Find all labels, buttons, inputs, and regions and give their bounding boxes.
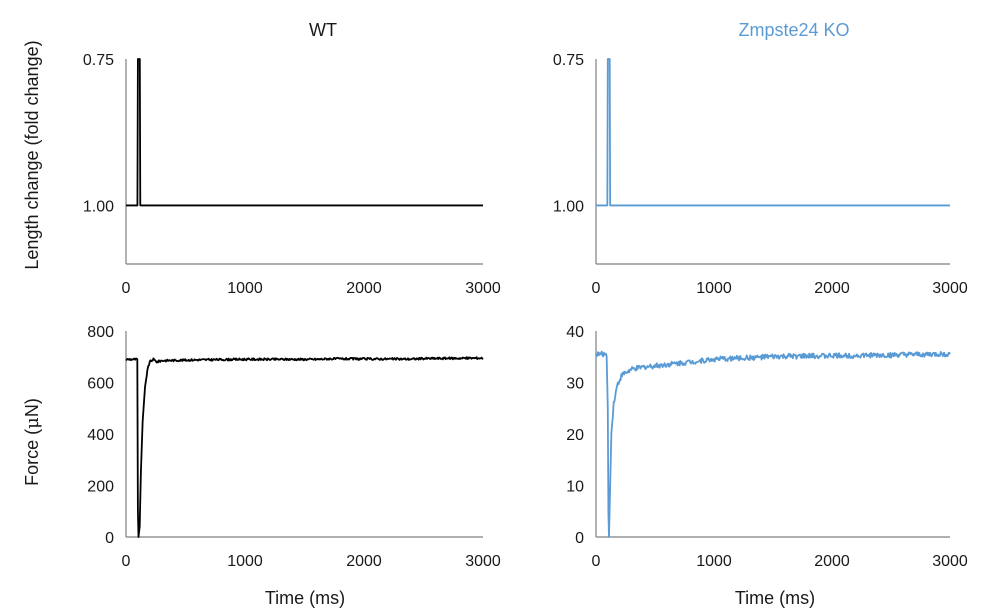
x-tick-label: 0 [592,280,601,297]
x-tick-label: 0 [592,553,601,570]
x-tick-label: 2000 [814,280,850,297]
y-tick-label: 30 [566,376,584,393]
y-tick-label: 0 [575,530,584,547]
x-tick-label: 1000 [227,280,263,297]
panel-wt-length: 0 1000 2000 3000 0.75 1.00 [83,52,501,297]
y-tick-label: 400 [87,427,114,444]
x-tick-label: 2000 [346,553,382,570]
x-tick-label: 1000 [227,553,263,570]
series-line-ko-length [596,58,950,207]
panel-wt-force: 0 1000 2000 3000 0 200 400 600 800 [87,324,501,570]
xlabel-time-left: Time (ms) [265,588,345,608]
x-tick-label: 0 [122,280,131,297]
ylabel-force: Force (μN) [22,398,43,486]
x-tick-label: 1000 [696,553,732,570]
ylabel-length-change: Length change (fold change) [22,40,42,269]
x-tick-label: 2000 [346,280,382,297]
title-zmpste24-ko: Zmpste24 KO [738,20,849,40]
title-wt: WT [309,20,337,40]
y-tick-label: 10 [566,479,584,496]
y-tick-label: 0 [105,530,114,547]
y-tick-label: 0.75 [83,52,114,69]
y-tick-label: 1.00 [553,198,584,215]
x-tick-label: 3000 [932,553,968,570]
xlabel-time-right: Time (ms) [735,588,815,608]
mu-symbol: μ [22,417,43,429]
series-line-wt-force [125,356,484,538]
x-tick-label: 3000 [465,280,501,297]
y-tick-label: 800 [87,324,114,341]
x-tick-label: 3000 [465,553,501,570]
series-line-wt-length [126,58,483,207]
y-tick-label: 200 [87,479,114,496]
x-tick-label: 0 [122,553,131,570]
x-tick-label: 1000 [696,280,732,297]
panel-ko-length: 0 1000 2000 3000 0.75 1.00 [553,52,968,297]
y-tick-label: 600 [87,376,114,393]
y-tick-label: 0.75 [553,52,584,69]
y-tick-label: 1.00 [83,198,114,215]
x-tick-label: 2000 [814,553,850,570]
y-tick-label: 20 [566,427,584,444]
x-tick-label: 3000 [932,280,968,297]
panel-ko-force: 0 1000 2000 3000 0 10 20 30 40 [566,324,968,570]
series-line-ko-force [595,350,951,538]
y-tick-label: 40 [566,324,584,341]
